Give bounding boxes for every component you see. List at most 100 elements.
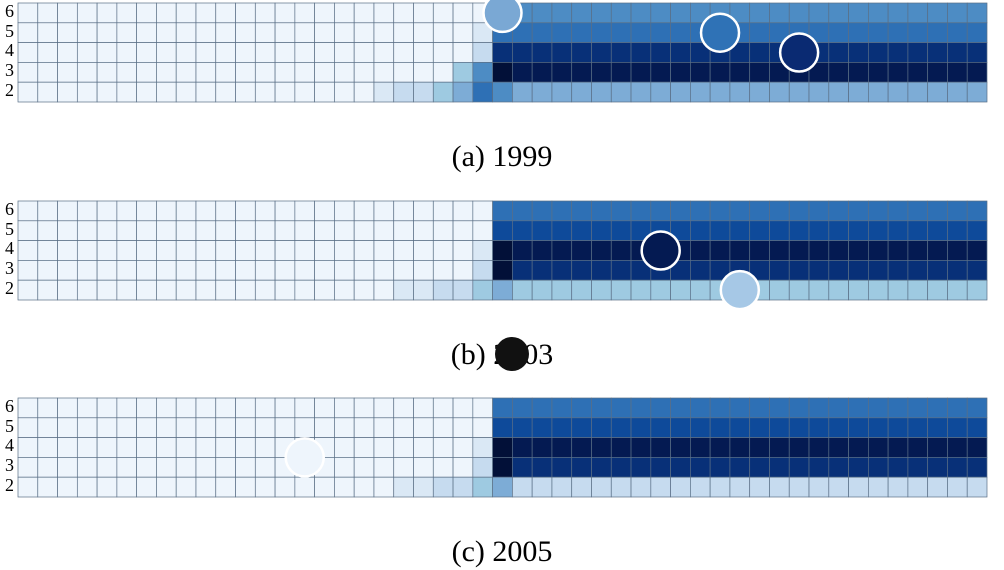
heatmap-cell xyxy=(96,457,118,478)
heatmap-cell xyxy=(235,81,256,103)
heatmap-cell xyxy=(472,476,493,498)
heatmap-cell xyxy=(156,220,177,241)
heatmap-cell xyxy=(215,417,236,438)
heatmap-cell xyxy=(294,240,315,261)
heatmap-cell xyxy=(334,2,355,24)
highlight-circles-2003 xyxy=(640,230,761,311)
heatmap-cell xyxy=(966,200,988,222)
heatmap-cell xyxy=(848,62,869,83)
heatmap-cell xyxy=(947,397,968,419)
heatmap-cell xyxy=(571,22,592,43)
heatmap-cell xyxy=(828,476,849,498)
heatmap-cell xyxy=(136,22,157,43)
heatmap-cell xyxy=(76,240,98,261)
heatmap-cell xyxy=(610,81,632,103)
heatmap-cell xyxy=(116,62,138,83)
highlight-circle xyxy=(778,32,820,73)
heatmap-cell xyxy=(314,220,335,241)
heatmap-cell xyxy=(749,2,770,24)
heatmap-cell xyxy=(254,476,276,498)
heatmap-cell xyxy=(709,81,731,103)
heatmap-cell xyxy=(195,260,217,281)
heatmap-cell xyxy=(353,42,375,63)
heatmap-cell xyxy=(551,220,573,241)
heatmap-cell xyxy=(175,2,197,24)
heatmap-cell xyxy=(907,279,929,301)
heatmap-cell xyxy=(828,417,849,438)
heatmap-cell xyxy=(769,200,790,222)
heatmap-cell xyxy=(492,457,513,478)
heatmap-cell xyxy=(432,279,454,301)
heatmap-cell xyxy=(254,260,276,281)
heatmap-cell xyxy=(195,457,217,478)
heatmap-cell xyxy=(37,42,58,63)
heatmap-cell xyxy=(195,279,217,301)
heatmap-cell xyxy=(215,220,236,241)
heatmap-cell xyxy=(235,62,256,83)
heatmap-cell xyxy=(314,279,335,301)
heatmap-cell xyxy=(610,42,632,63)
heatmap-cells-2005 xyxy=(17,397,988,498)
heatmap-cell xyxy=(274,260,296,281)
heatmap-cell xyxy=(769,2,790,24)
heatmap-cell xyxy=(432,62,454,83)
heatmap-cell xyxy=(749,397,770,419)
heatmap-cell xyxy=(788,220,810,241)
y-tick-label: 5 xyxy=(5,416,14,436)
heatmap-cell xyxy=(808,397,830,419)
heatmap-cell xyxy=(848,279,869,301)
heatmap-cell xyxy=(927,457,948,478)
heatmap-cell xyxy=(828,397,849,419)
heatmap-cell xyxy=(828,200,849,222)
heatmap-cell xyxy=(887,457,909,478)
heatmap-cell xyxy=(96,417,118,438)
heatmap-cell xyxy=(591,240,612,261)
heatmap-cell xyxy=(571,457,592,478)
heatmap-cell xyxy=(769,220,790,241)
heatmap-cell xyxy=(709,457,731,478)
heatmap-cell xyxy=(828,62,849,83)
heatmap-cell xyxy=(96,437,118,458)
heatmap-cell xyxy=(314,22,335,43)
heatmap-cell xyxy=(887,417,909,438)
heatmap-cell xyxy=(156,62,177,83)
heatmap-cell xyxy=(274,220,296,241)
heatmap-cell xyxy=(334,417,355,438)
heatmap-cell xyxy=(432,240,454,261)
heatmap-cell xyxy=(37,260,58,281)
heatmap-cell xyxy=(294,260,315,281)
heatmap-cell xyxy=(452,62,474,83)
heatmap-cell xyxy=(788,397,810,419)
heatmap-cell xyxy=(472,437,493,458)
heatmap-cell xyxy=(156,457,177,478)
heatmap-cell xyxy=(966,62,988,83)
heatmap-cell xyxy=(373,437,395,458)
heatmap-cell xyxy=(571,279,592,301)
heatmap-cell xyxy=(96,2,118,24)
heatmap-cell xyxy=(610,397,632,419)
heatmap-cell xyxy=(17,476,39,498)
heatmap-cell xyxy=(591,22,612,43)
heatmap-cell xyxy=(630,279,652,301)
y-tick-label: 2 xyxy=(5,475,14,495)
heatmap-cell xyxy=(175,279,197,301)
heatmap-cell xyxy=(591,81,612,103)
heatmap-cell xyxy=(254,417,276,438)
overlay-blob xyxy=(495,337,529,371)
heatmap-cell xyxy=(512,476,533,498)
heatmap-cell xyxy=(788,457,810,478)
heatmap-cell xyxy=(452,437,474,458)
heatmap-cell xyxy=(867,42,889,63)
heatmap-cell xyxy=(116,417,138,438)
heatmap-cell xyxy=(215,42,236,63)
heatmap-cell xyxy=(37,220,58,241)
heatmap-cell xyxy=(848,22,869,43)
heatmap-cell xyxy=(690,240,711,261)
heatmap-cell xyxy=(729,81,751,103)
heatmap-cell xyxy=(96,220,118,241)
heatmap-cell xyxy=(334,22,355,43)
heatmap-cell xyxy=(966,22,988,43)
heatmap-cell xyxy=(37,279,58,301)
heatmap-cell xyxy=(432,476,454,498)
heatmap-cell xyxy=(512,220,533,241)
